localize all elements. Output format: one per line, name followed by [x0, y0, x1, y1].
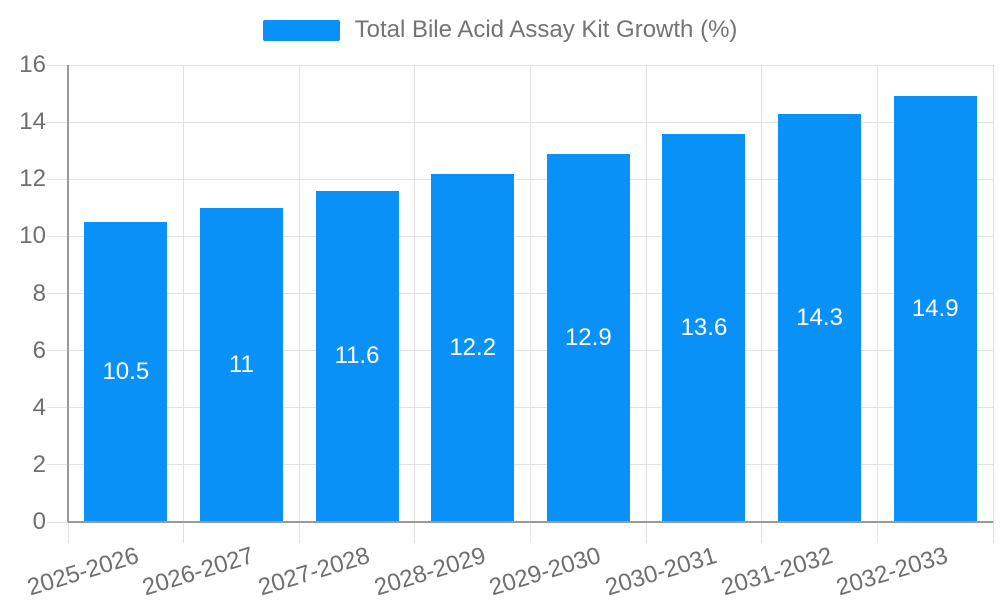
bar[interactable]: 10.5 — [84, 222, 168, 522]
v-gridline — [530, 65, 531, 543]
y-axis-tick-label: 0 — [32, 508, 46, 535]
v-gridline — [414, 65, 416, 543]
h-gridline — [47, 121, 993, 123]
v-gridline — [645, 65, 647, 543]
v-gridline — [876, 65, 878, 543]
bar[interactable]: 14.9 — [893, 96, 977, 522]
legend-item[interactable]: Total Bile Acid Assay Kit Growth (%) — [262, 16, 738, 44]
y-axis-tick-label: 2 — [32, 450, 46, 478]
y-axis-tick-label: 4 — [32, 393, 46, 421]
bar-value-label: 12.9 — [564, 323, 612, 351]
bar[interactable]: 12.2 — [431, 173, 515, 522]
legend-swatch-icon — [262, 19, 340, 41]
v-gridline — [761, 65, 763, 543]
y-axis-tick-label: 12 — [19, 165, 46, 193]
y-axis-line — [67, 65, 69, 522]
h-gridline — [47, 293, 993, 294]
legend-label: Total Bile Acid Assay Kit Growth (%) — [354, 16, 738, 43]
v-gridline — [992, 65, 994, 543]
bar[interactable]: 14.3 — [778, 113, 862, 522]
h-gridline — [47, 350, 993, 352]
bar-value-label: 14.9 — [911, 295, 959, 323]
h-gridline — [47, 64, 993, 66]
y-axis-tick-label: 16 — [19, 51, 46, 78]
bar-value-label: 13.6 — [680, 313, 728, 341]
bar[interactable]: 13.6 — [662, 133, 746, 522]
bar-value-label: 12.2 — [449, 333, 497, 361]
bar-value-label: 11.6 — [334, 342, 380, 370]
h-gridline — [47, 235, 993, 237]
x-axis-line — [68, 521, 993, 523]
legend: Total Bile Acid Assay Kit Growth (%) — [0, 16, 1000, 44]
h-gridline — [47, 178, 993, 180]
v-gridline — [183, 65, 185, 543]
y-axis-tick-label: 14 — [19, 108, 46, 136]
y-axis-tick-label: 6 — [32, 336, 46, 364]
v-gridline — [298, 65, 300, 543]
bar[interactable]: 11.6 — [315, 190, 399, 522]
bar-value-label: 10.5 — [102, 358, 150, 386]
bar[interactable]: 11 — [199, 207, 283, 522]
bar-value-label: 14.3 — [796, 303, 843, 331]
h-gridline — [47, 407, 993, 409]
y-axis-tick-label: 8 — [32, 279, 46, 307]
y-axis-tick-label: 10 — [19, 222, 46, 250]
bar-value-label: 11 — [228, 350, 254, 378]
h-gridline — [47, 464, 993, 466]
bar[interactable]: 12.9 — [546, 153, 630, 522]
